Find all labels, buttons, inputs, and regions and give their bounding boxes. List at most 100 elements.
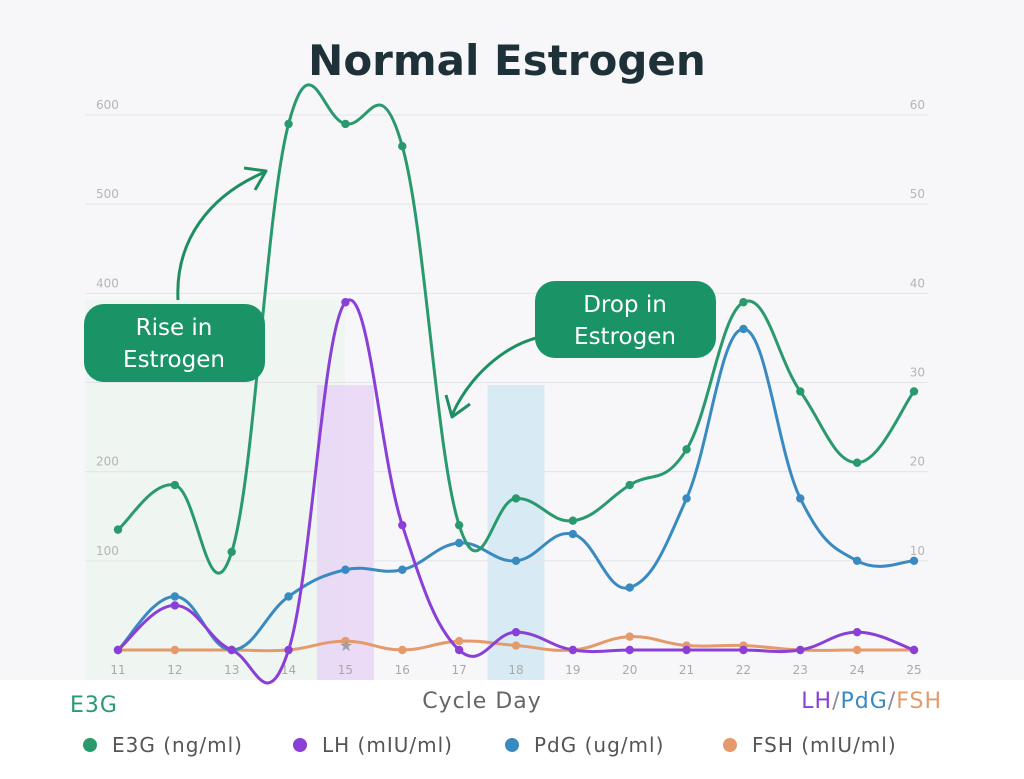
right-axis-title-part: FSH — [896, 689, 942, 714]
data-point-e3g — [170, 480, 180, 490]
data-point-pdg — [170, 592, 180, 601]
callout-arrow-rise — [176, 170, 266, 301]
chart-title: Normal Estrogen — [308, 36, 706, 85]
data-point-e3g — [284, 119, 293, 129]
data-point-lh — [682, 645, 691, 655]
right-tick-label: 10 — [910, 544, 925, 558]
right-tick-label: 30 — [910, 366, 925, 380]
callout-line-2: Estrogen — [123, 347, 225, 373]
data-point-lh — [170, 601, 180, 610]
data-point-e3g — [511, 494, 521, 503]
data-point-e3g — [682, 445, 691, 454]
series-line-pdg — [116, 327, 916, 652]
data-point-pdg — [284, 592, 293, 601]
x-tick-label: 23 — [793, 663, 808, 677]
callout-drop: Drop in Estrogen — [444, 281, 716, 419]
callout-rise: Rise in Estrogen — [84, 166, 268, 382]
data-point-fsh — [398, 645, 407, 655]
x-axis-labels: 11 12 13 14 15 16 17 18 19 20 21 22 23 24 25 — [110, 663, 921, 677]
x-tick-label: 11 — [110, 663, 125, 677]
data-point-pdg — [398, 565, 407, 574]
right-axis-title-part: / — [832, 689, 840, 714]
x-tick-label: 15 — [338, 663, 353, 677]
right-tick-label: 20 — [910, 455, 925, 469]
data-point-e3g — [341, 119, 350, 129]
callout-box — [535, 281, 716, 358]
data-point-lh — [739, 645, 748, 655]
legend-label: LH (mIU/ml) — [322, 733, 453, 757]
x-tick-label: 12 — [167, 663, 182, 677]
data-point-fsh — [852, 645, 862, 655]
series-points — [113, 119, 919, 655]
data-point-fsh — [511, 641, 521, 650]
left-tick-label: 200 — [96, 455, 119, 469]
data-point-lh — [511, 627, 521, 637]
data-point-e3g — [454, 520, 464, 530]
right-tick-label: 60 — [910, 98, 925, 112]
data-point-pdg — [852, 556, 862, 566]
x-tick-label: 13 — [224, 663, 239, 677]
data-point-pdg — [909, 556, 919, 566]
legend-label: E3G (ng/ml) — [112, 733, 243, 757]
legend-dot-icon — [723, 738, 737, 752]
data-point-e3g — [796, 387, 805, 396]
legend-label: FSH (mIU/ml) — [752, 733, 897, 757]
series-lines — [116, 83, 916, 685]
data-point-e3g — [625, 480, 634, 490]
arrow-head-icon — [243, 166, 268, 191]
data-point-pdg — [454, 538, 464, 548]
data-point-e3g — [568, 516, 578, 525]
data-point-lh — [113, 645, 123, 655]
x-tick-label: 14 — [281, 663, 296, 677]
x-tick-label: 24 — [850, 663, 865, 677]
data-point-e3g — [852, 458, 862, 467]
left-tick-label: 100 — [96, 544, 119, 558]
data-point-pdg — [625, 583, 634, 592]
x-tick-label: 22 — [736, 663, 751, 677]
right-axis-title: LH/PdG/FSH — [801, 689, 942, 714]
data-point-fsh — [170, 645, 180, 655]
right-axis-title-part: LH — [801, 689, 832, 714]
data-point-lh — [852, 627, 862, 637]
star-icon: ★ — [339, 636, 353, 655]
data-point-fsh — [625, 632, 634, 641]
left-axis-title: E3G — [70, 693, 118, 718]
data-point-e3g — [909, 387, 919, 396]
left-tick-label: 500 — [96, 187, 119, 201]
right-axis-title-part: PdG — [841, 689, 888, 714]
data-point-e3g — [739, 298, 748, 307]
arrow-head-icon — [444, 394, 471, 419]
x-tick-label: 16 — [395, 663, 410, 677]
data-point-lh — [341, 298, 350, 307]
x-tick-label: 19 — [565, 663, 580, 677]
data-point-lh — [398, 520, 407, 530]
x-tick-label: 21 — [679, 663, 694, 677]
data-point-lh — [909, 645, 919, 655]
data-point-fsh — [454, 636, 464, 646]
x-tick-label: 17 — [452, 663, 467, 677]
x-axis-title: Cycle Day — [422, 689, 542, 714]
legend-dot-icon — [293, 738, 307, 752]
left-tick-label: 400 — [96, 276, 119, 290]
callout-line-1: Drop in — [583, 292, 667, 318]
highlight-bands — [317, 385, 545, 680]
legend-dot-icon — [505, 738, 519, 752]
data-point-lh — [454, 645, 464, 655]
legend-item: E3G (ng/ml) — [83, 733, 243, 757]
highlight-day-15 — [317, 385, 374, 680]
y-axis-labels: 10 20 30 40 50 60 100 200 400 500 600 — [96, 98, 925, 558]
legend-item: LH (mIU/ml) — [293, 733, 453, 757]
legend-item: FSH (mIU/ml) — [723, 733, 897, 757]
right-axis-title-part: / — [888, 689, 896, 714]
data-point-lh — [227, 645, 236, 655]
series-line-lh — [116, 298, 916, 685]
data-point-pdg — [796, 494, 805, 503]
data-point-pdg — [682, 494, 691, 503]
callout-box — [84, 304, 265, 382]
callout-arrow-drop — [450, 335, 541, 416]
right-tick-label: 50 — [910, 187, 925, 201]
legend-label: PdG (ug/ml) — [534, 733, 664, 757]
data-point-lh — [568, 645, 578, 655]
callout-line-1: Rise in — [136, 315, 213, 341]
